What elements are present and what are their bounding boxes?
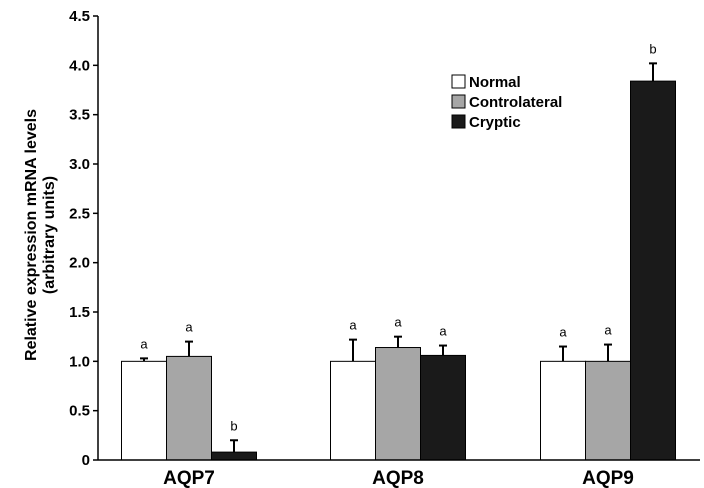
x-tick-label: AQP9 (582, 468, 634, 488)
y-tick-label: 3.0 (69, 156, 90, 173)
significance-label: a (349, 318, 357, 333)
bar (585, 360, 631, 461)
bar (540, 360, 586, 461)
y-tick-label: 4.0 (69, 57, 90, 74)
y-tick-label: 1.5 (69, 304, 90, 321)
y-axis-label-line-1: Relative expression mRNA levels (23, 109, 40, 361)
legend-label: Cryptic (469, 114, 521, 131)
bar (630, 80, 676, 461)
significance-label: a (559, 325, 567, 340)
y-tick-label: 1.0 (69, 353, 90, 370)
bar (420, 354, 466, 461)
legend-swatch (451, 94, 466, 109)
significance-label: a (604, 323, 612, 338)
significance-label: a (140, 336, 148, 351)
significance-label: b (230, 418, 237, 433)
y-axis-label-line-2: (arbitrary units) (41, 176, 58, 294)
legend-swatch (451, 74, 466, 89)
x-axis: AQP7 AQP8 AQP9 (98, 459, 700, 488)
bar (330, 360, 376, 461)
y-axis: 0 0.5 1.0 1.5 2.0 2.5 3.0 3.5 4.0 4.5 (69, 8, 99, 469)
bar (121, 360, 167, 461)
significance-label: a (185, 320, 193, 335)
y-tick-label: 0 (82, 452, 90, 469)
legend-label: Normal (469, 74, 521, 91)
significance-label: a (394, 315, 402, 330)
y-tick-label: 3.5 (69, 107, 90, 124)
y-tick-label: 4.5 (69, 8, 90, 25)
bar (211, 451, 257, 461)
bar (166, 355, 212, 461)
significance-label: b (649, 41, 656, 56)
legend: Normal Controlateral Cryptic (451, 74, 562, 131)
x-tick-label: AQP7 (163, 468, 215, 488)
y-tick-label: 2.0 (69, 255, 90, 272)
bar (375, 347, 421, 461)
significance-label: a (439, 324, 447, 339)
y-tick-label: 0.5 (69, 403, 90, 420)
y-tick-label: 2.5 (69, 205, 90, 222)
legend-label: Controlateral (469, 94, 562, 111)
x-tick-label: AQP8 (372, 468, 424, 488)
legend-swatch (451, 114, 466, 129)
bars: a a b a a a a a b (121, 41, 676, 461)
